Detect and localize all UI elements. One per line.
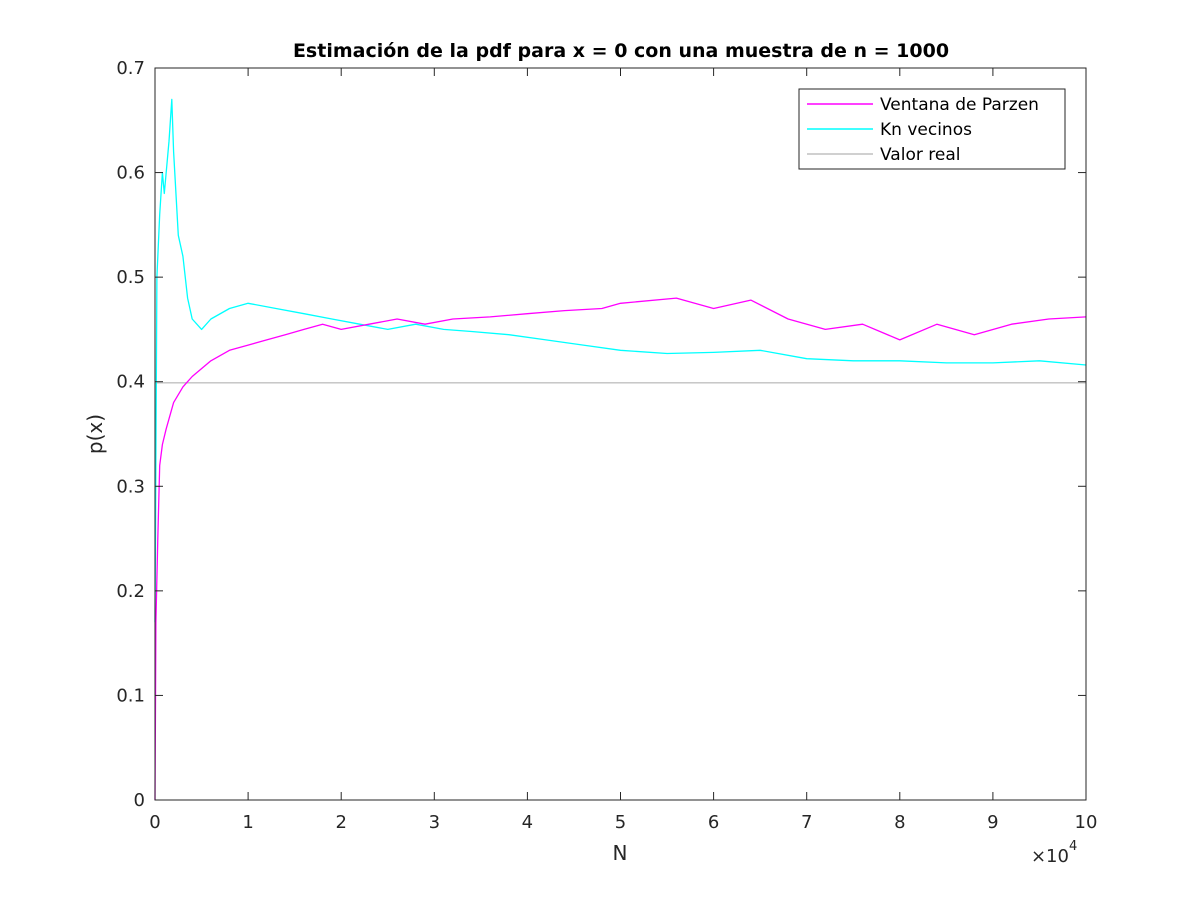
y-tick-label: 0.4 <box>116 372 145 393</box>
y-tick-label: 0.1 <box>116 685 145 706</box>
y-tick-label: 0.3 <box>116 476 145 497</box>
x-tick-label: 3 <box>429 812 440 833</box>
legend-label: Valor real <box>880 145 960 165</box>
legend-label: Kn vecinos <box>880 120 972 140</box>
plot-area <box>154 67 1087 801</box>
x-tick-label: 0 <box>149 812 160 833</box>
chart-title: Estimación de la pdf para x = 0 con una … <box>293 40 949 62</box>
x-exponent: × 10 4 <box>1031 839 1077 867</box>
y-tick-label: 0.7 <box>116 58 145 79</box>
x-tick-label: 1 <box>242 812 253 833</box>
legend: Ventana de Parzen Kn vecinos Valor real <box>798 88 1066 170</box>
series-line-kn-vecinos <box>154 98 1087 623</box>
y-tick-label: 0 <box>134 790 145 811</box>
x-axis: 0 1 2 3 4 5 6 7 8 9 10 <box>149 68 1097 833</box>
x-exponent-power: 4 <box>1069 839 1077 854</box>
x-tick-label: 10 <box>1075 812 1098 833</box>
legend-label: Ventana de Parzen <box>880 95 1039 115</box>
y-axis: 0 0.1 0.2 0.3 0.4 0.5 0.6 0.7 <box>116 58 1086 811</box>
x-exponent-base: 10 <box>1046 846 1069 867</box>
x-tick-label: 9 <box>987 812 998 833</box>
x-tick-label: 6 <box>708 812 719 833</box>
x-tick-label: 7 <box>801 812 812 833</box>
x-axis-label: N <box>613 841 628 865</box>
x-exponent-times: × <box>1031 846 1046 867</box>
series-line-ventana-de-parzen <box>154 297 1087 801</box>
y-axis-label: p(x) <box>83 414 107 454</box>
axes-background <box>155 68 1086 800</box>
x-tick-label: 5 <box>615 812 626 833</box>
x-tick-label: 4 <box>522 812 533 833</box>
y-tick-label: 0.6 <box>116 163 145 184</box>
series-layer <box>154 98 1087 801</box>
x-tick-label: 8 <box>894 812 905 833</box>
y-tick-label: 0.2 <box>116 581 145 602</box>
x-tick-label: 2 <box>335 812 346 833</box>
y-tick-label: 0.5 <box>116 267 145 288</box>
